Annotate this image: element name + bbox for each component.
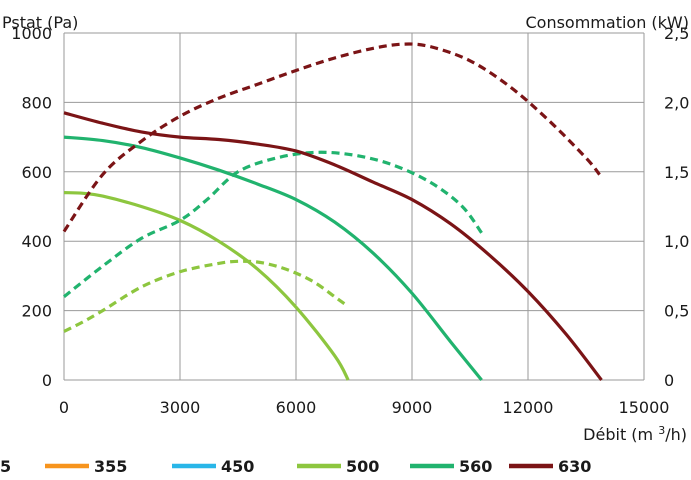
x-tick-label: 3000 [160,398,201,417]
legend-label-560: 560 [459,457,492,476]
y-left-tick-label: 200 [21,302,52,321]
y-left-tick-label: 800 [21,93,52,112]
y-right-tick-label: 2,5 [664,24,689,43]
x-axis-title-rest: /h) [665,425,687,444]
y-right-tick-label: 1,0 [664,232,689,251]
series-lines [62,42,603,382]
series-line-500-pressure [63,191,350,381]
x-tick-label: 12000 [503,398,554,417]
x-tick-label: 6000 [276,398,317,417]
y-right-tick-label: 1,5 [664,163,689,182]
y-left-tick-label: 0 [42,371,52,390]
x-tick-label: 15000 [619,398,670,417]
y-right-tick-label: 2,0 [664,93,689,112]
y-left-axis-title: Pstat (Pa) [2,13,78,32]
y-left-tick-label: 600 [21,163,52,182]
y-right-tick-label: 0,5 [664,302,689,321]
legend-label-355: 355 [94,457,127,476]
legend-label-500: 500 [346,457,379,476]
series-line-500-power [63,259,348,333]
x-tick-label: 9000 [392,398,433,417]
grid [63,32,645,381]
legend-partial-label: 5 [0,457,11,476]
y-left-tick-label: 400 [21,232,52,251]
x-axis-title-text: Débit (m [583,425,653,444]
x-axis-title-superscript: 3 [658,424,665,437]
legend: 5 355 450 500 560 630 [0,457,591,476]
y-right-tick-label: 0 [664,371,674,390]
series-line-560-pressure [63,135,483,382]
y-left-tick-label: 1000 [11,24,52,43]
x-axis-title: Débit (m 3/h) [583,424,687,445]
series-line-560-power [63,150,483,298]
legend-label-450: 450 [221,457,254,476]
series-line-630-power [62,42,601,233]
tick-labels: 0 3000 6000 9000 12000 15000 0 200 400 600 800 1000… [11,24,689,417]
legend-label-630: 630 [558,457,591,476]
y-right-axis-title: Consommation (kW) [525,13,689,32]
x-tick-label: 0 [59,398,69,417]
